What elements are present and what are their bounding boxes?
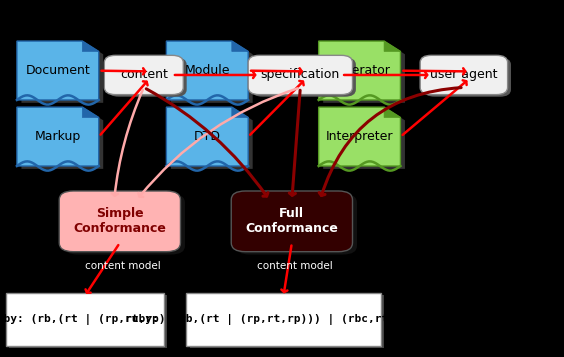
FancyBboxPatch shape: [186, 293, 381, 346]
FancyBboxPatch shape: [59, 191, 180, 252]
Polygon shape: [323, 110, 405, 169]
Text: Simple
Conformance: Simple Conformance: [73, 207, 166, 235]
Polygon shape: [21, 110, 103, 169]
FancyBboxPatch shape: [236, 194, 357, 255]
Polygon shape: [171, 110, 253, 169]
Text: DTD: DTD: [194, 130, 221, 143]
Polygon shape: [323, 44, 405, 103]
FancyBboxPatch shape: [424, 57, 511, 97]
FancyBboxPatch shape: [104, 55, 183, 95]
Polygon shape: [171, 44, 253, 103]
Polygon shape: [319, 41, 400, 100]
Text: Module: Module: [184, 64, 230, 77]
Polygon shape: [166, 107, 248, 166]
FancyBboxPatch shape: [64, 194, 185, 255]
Text: content model: content model: [85, 261, 161, 271]
Polygon shape: [232, 41, 248, 51]
Polygon shape: [17, 107, 99, 166]
Text: specification: specification: [261, 69, 340, 81]
Text: user agent: user agent: [430, 69, 497, 81]
Polygon shape: [384, 107, 400, 117]
FancyBboxPatch shape: [6, 293, 164, 346]
FancyBboxPatch shape: [231, 191, 352, 252]
Text: Document: Document: [25, 64, 90, 77]
Text: content model: content model: [257, 261, 333, 271]
FancyBboxPatch shape: [108, 57, 187, 97]
Polygon shape: [384, 41, 400, 51]
Text: Full
Conformance: Full Conformance: [245, 207, 338, 235]
Text: generator: generator: [329, 64, 390, 77]
Polygon shape: [21, 44, 103, 103]
Text: ruby: (rb,(rt | (rp,rt,rp))): ruby: (rb,(rt | (rp,rt,rp))): [0, 314, 179, 325]
FancyBboxPatch shape: [420, 55, 508, 95]
FancyBboxPatch shape: [190, 295, 384, 348]
Text: ruby: ((rb,(rt | (rp,rt,rp))) | (rbc,rtc,rtc?)): ruby: ((rb,(rt | (rp,rt,rp))) | (rbc,rtc…: [125, 314, 442, 325]
FancyBboxPatch shape: [248, 55, 352, 95]
Polygon shape: [319, 107, 400, 166]
Text: Markup: Markup: [34, 130, 81, 143]
Polygon shape: [82, 41, 99, 51]
Polygon shape: [17, 41, 99, 100]
Text: Interpreter: Interpreter: [326, 130, 393, 143]
FancyBboxPatch shape: [252, 57, 356, 97]
Polygon shape: [166, 41, 248, 100]
Polygon shape: [82, 107, 99, 117]
FancyBboxPatch shape: [9, 295, 167, 348]
Text: content: content: [120, 69, 168, 81]
Polygon shape: [232, 107, 248, 117]
